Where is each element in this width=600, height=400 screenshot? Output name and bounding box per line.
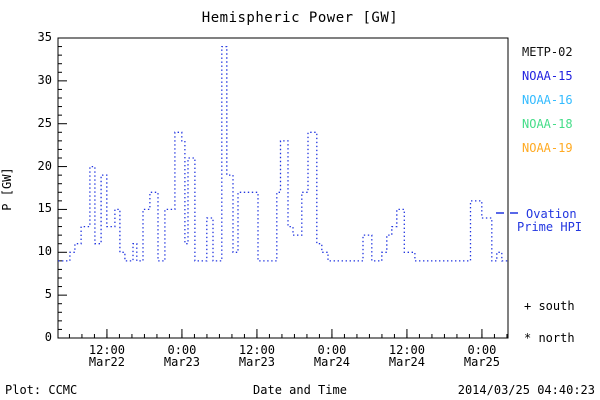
legend-metp-02: METP-02	[522, 45, 573, 59]
legend-noaa-16: NOAA-16	[522, 93, 573, 107]
x-tick-text: Mar24	[388, 355, 425, 369]
x-tick-label: 0:00 Mar25	[452, 344, 512, 368]
x-tick-text: Mar23	[163, 355, 200, 369]
y-tick-label: 20	[37, 158, 52, 173]
chart-title: Hemispheric Power [GW]	[201, 10, 399, 26]
y-tick-label: 10	[37, 244, 52, 259]
y-tick-label: 15	[37, 201, 52, 216]
x-tick-label: 0:00 Mar24	[302, 344, 362, 368]
y-tick-label: 5	[44, 287, 52, 302]
south-marker-legend: + south	[524, 299, 575, 313]
x-tick-text: 12:00	[88, 343, 125, 357]
x-tick-text: Mar25	[463, 355, 500, 369]
x-tick-label: 12:00 Mar24	[377, 344, 437, 368]
y-tick-label: 25	[37, 115, 52, 130]
legend-noaa-15: NOAA-15	[522, 69, 573, 83]
x-tick-text: Mar24	[313, 355, 350, 369]
north-marker-legend: * north	[524, 331, 575, 345]
x-tick-text: 0:00	[317, 343, 347, 357]
legend-noaa-19: NOAA-19	[522, 141, 573, 155]
x-tick-text: 0:00	[167, 343, 197, 357]
x-tick-text: 0:00	[467, 343, 497, 357]
x-tick-label: 0:00 Mar23	[152, 344, 212, 368]
x-tick-text: 12:00	[388, 343, 425, 357]
y-tick-label: 35	[37, 30, 52, 44]
legend-noaa-18: NOAA-18	[522, 117, 573, 131]
x-tick-text: 12:00	[238, 343, 275, 357]
ovation-legend-line1: Ovation	[526, 207, 577, 221]
plot-timestamp: 2014/03/25 04:40:23	[457, 383, 595, 397]
x-axis-title: Date and Time	[253, 383, 347, 397]
plot-source-label: Plot: CCMC	[5, 383, 78, 397]
x-tick-text: Mar22	[88, 355, 125, 369]
hpi-step-line	[58, 45, 508, 262]
x-tick-label: 12:00 Mar23	[227, 344, 287, 368]
y-tick-label: 30	[37, 72, 52, 87]
y-tick-label: 0	[44, 330, 52, 344]
x-tick-label: 12:00 Mar22	[77, 344, 137, 368]
x-tick-text: Mar23	[238, 355, 275, 369]
plot-box	[57, 37, 509, 339]
ovation-legend-line2: Prime HPI	[517, 220, 583, 234]
